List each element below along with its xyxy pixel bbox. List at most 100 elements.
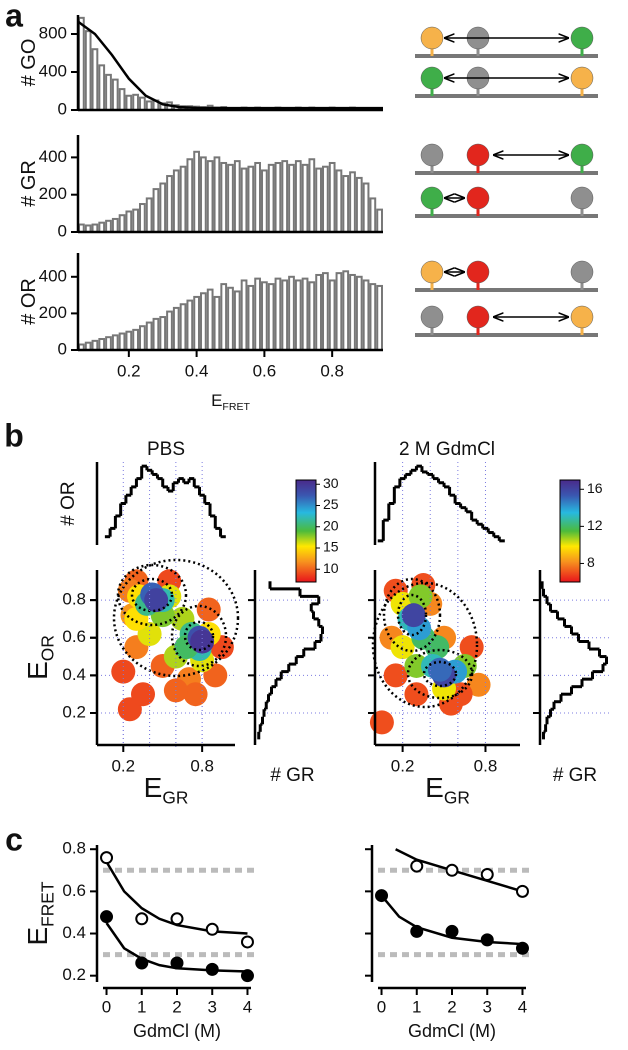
histogram-bar [193,295,200,351]
histogram-bar [132,328,139,351]
data-point [205,922,219,936]
y-tick-label: 400 [39,266,67,285]
histogram-bar [247,284,255,351]
x-tick-label: 1 [412,997,421,1016]
histogram-bar [220,283,228,352]
histogram-bar [254,277,261,352]
dye [420,260,444,284]
histogram-bar [186,299,194,351]
histogram-bar [152,188,160,234]
colorbar [295,479,317,583]
histogram-bar [139,96,146,112]
y-axis-label-main: # GO [18,39,40,87]
x-tick-label: 3 [483,997,492,1016]
histogram-bar [376,208,383,234]
colorbar-tick-label: 25 [323,496,339,512]
histogram-bar [274,277,282,352]
histogram-bar [91,48,99,111]
x-axis-label: EGR [425,772,470,807]
histogram-bar [362,182,370,233]
x-tick-label: 1 [137,997,146,1016]
contour [130,577,174,613]
data-point [170,956,184,970]
histogram-bar [335,272,343,352]
panel-label: a [5,0,23,33]
x-axis-label: EFRET [211,391,250,412]
histogram-bar [111,217,119,233]
y-tick-label: 0.2 [62,965,86,984]
y-axis-label-sub: OR [37,635,57,661]
density-point [466,672,491,697]
x-axis-label-sub: GR [444,787,470,807]
histogram-bar [213,156,221,233]
histogram-bar [172,169,180,233]
data-point [135,956,149,970]
data-point [480,868,494,882]
histogram-bar [111,334,119,351]
histogram-bar [355,275,363,351]
histogram-bar [322,165,329,233]
histogram-bar [301,277,309,352]
fit-line [77,20,383,110]
y-axis-label: # GR [18,160,40,207]
histogram-bar [328,279,336,351]
histogram-bar [91,339,99,352]
data-point [480,933,494,947]
histogram-bar [105,219,112,234]
histogram-bar [166,175,173,234]
histogram-bar [342,270,350,351]
density-point [144,588,169,613]
histogram-bar [213,295,221,351]
histogram-bar [281,160,289,233]
y-tick-label: 0 [58,99,67,118]
x-tick-label: 3 [208,997,217,1016]
histogram-bar [98,338,106,351]
x-tick-label: 0 [377,997,386,1016]
histogram-bar [349,171,356,233]
density-point [190,629,215,654]
contour [371,581,479,709]
colorbar-tick-label: 16 [587,480,603,496]
histogram-bar [369,283,377,352]
histogram-bar [166,310,173,352]
contour [183,620,215,652]
data-point [135,912,149,926]
x-tick-label: 0.6 [253,361,277,380]
x-tick-label: 0.4 [185,361,209,380]
x-tick-label: 0.8 [320,361,344,380]
x-tick-label: 0.8 [190,756,214,775]
histogram-bar [78,16,85,112]
histogram-bar [274,161,282,234]
colorbar-tick-label: 30 [323,475,339,491]
y-tick-label: 0.8 [62,590,86,609]
x-axis-label-main: # GR [553,765,597,786]
histogram-bar [288,275,295,351]
density-point [383,663,408,688]
y-tick-label: 800 [39,23,67,42]
colorbar [559,479,581,583]
contour [396,593,428,637]
x-axis-label: GdmCl (M) [408,1021,496,1041]
x-tick-label: 2 [172,997,181,1016]
y-axis-label: # OR [58,481,79,525]
histogram-bar [376,284,383,351]
data-point [240,969,254,983]
x-tick-label: 4 [518,997,527,1016]
dye [420,186,444,210]
y-axis-label: # GO [18,39,40,87]
density-point [390,635,415,660]
colorbar-tick-label: 12 [587,517,603,533]
histogram-bar [342,175,350,234]
y-axis-label-main: E [22,927,53,946]
histogram-bar [261,281,268,351]
dye [466,260,490,284]
histogram-bar [125,94,133,111]
histogram-bar [125,210,133,234]
histogram-bar [227,163,234,234]
x-tick-label: 2 [447,997,456,1016]
x-axis-label: EGR [144,772,189,807]
histogram-bar [200,156,207,233]
histogram-bar [267,283,275,352]
x-tick-label: 0.2 [117,361,141,380]
colorbar-tick-label: 20 [323,517,339,533]
